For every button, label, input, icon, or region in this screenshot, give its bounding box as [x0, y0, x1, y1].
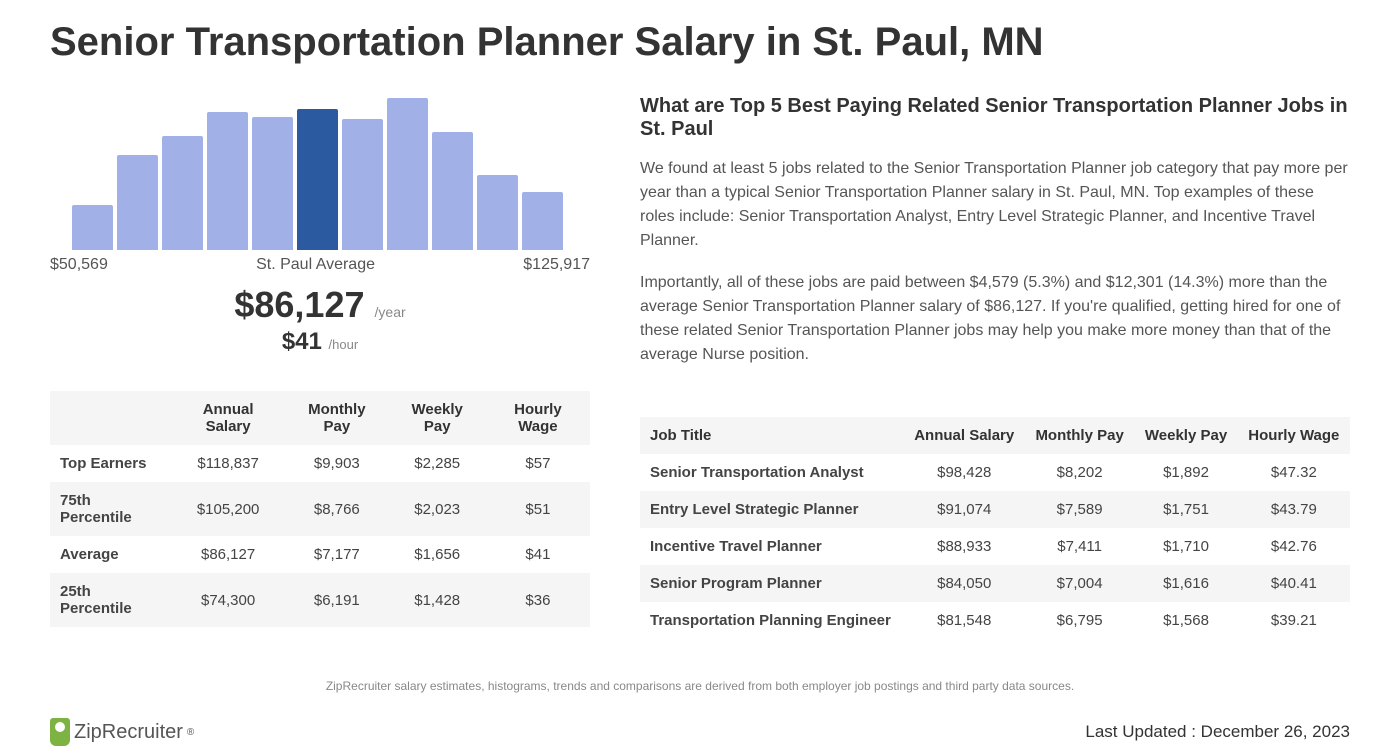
table-cell: $42.76: [1238, 528, 1350, 565]
table-cell: $2,023: [389, 482, 486, 536]
table-cell: $57: [486, 445, 590, 482]
histogram-bar: [477, 175, 518, 250]
table-cell: $6,191: [285, 573, 388, 627]
annual-salary: $86,127 /year: [50, 284, 590, 326]
table-cell: $8,766: [285, 482, 388, 536]
table-row: Transportation Planning Engineer$81,548$…: [640, 602, 1350, 639]
histogram-bar: [162, 136, 203, 250]
paragraph-2: Importantly, all of these jobs are paid …: [640, 271, 1350, 367]
last-updated: Last Updated : December 26, 2023: [1085, 722, 1350, 742]
percentile-table: Annual SalaryMonthly PayWeekly PayHourly…: [50, 391, 590, 627]
table-row: 25th Percentile$74,300$6,191$1,428$36: [50, 573, 590, 627]
table-header: Annual Salary: [904, 417, 1025, 454]
table-cell: Senior Transportation Analyst: [640, 454, 904, 491]
histogram-bar: [297, 109, 338, 250]
table-cell: $1,751: [1134, 491, 1237, 528]
table-header: Weekly Pay: [389, 391, 486, 445]
table-cell: $1,428: [389, 573, 486, 627]
table-cell: Average: [50, 536, 171, 573]
table-row: Entry Level Strategic Planner$91,074$7,5…: [640, 491, 1350, 528]
table-cell: $2,285: [389, 445, 486, 482]
table-cell: $81,548: [904, 602, 1025, 639]
table-cell: Incentive Travel Planner: [640, 528, 904, 565]
table-cell: $7,177: [285, 536, 388, 573]
table-row: Top Earners$118,837$9,903$2,285$57: [50, 445, 590, 482]
table-row: Incentive Travel Planner$88,933$7,411$1,…: [640, 528, 1350, 565]
chart-center-label: St. Paul Average: [108, 256, 523, 274]
hourly-salary: $41 /hour: [50, 328, 590, 356]
table-cell: Senior Program Planner: [640, 565, 904, 602]
table-row: Senior Program Planner$84,050$7,004$1,61…: [640, 565, 1350, 602]
table-cell: $74,300: [171, 573, 285, 627]
chart-max-label: $125,917: [523, 256, 590, 274]
right-column: What are Top 5 Best Paying Related Senio…: [640, 95, 1350, 639]
table-cell: 25th Percentile: [50, 573, 171, 627]
footer-bar: ZipRecruiter® Last Updated : December 26…: [50, 718, 1350, 746]
table-cell: $98,428: [904, 454, 1025, 491]
table-cell: $118,837: [171, 445, 285, 482]
table-cell: $47.32: [1238, 454, 1350, 491]
table-cell: 75th Percentile: [50, 482, 171, 536]
main-content: $50,569 St. Paul Average $125,917 $86,12…: [50, 95, 1350, 639]
table-header: Monthly Pay: [1025, 417, 1134, 454]
related-jobs-heading: What are Top 5 Best Paying Related Senio…: [640, 95, 1350, 141]
histogram-bar: [207, 112, 248, 250]
table-cell: $1,892: [1134, 454, 1237, 491]
table-header: [50, 391, 171, 445]
table-header: Job Title: [640, 417, 904, 454]
table-cell: $41: [486, 536, 590, 573]
table-cell: $7,004: [1025, 565, 1134, 602]
footer-disclaimer: ZipRecruiter salary estimates, histogram…: [50, 679, 1350, 693]
table-cell: $8,202: [1025, 454, 1134, 491]
histogram-bar: [342, 119, 383, 250]
table-cell: $40.41: [1238, 565, 1350, 602]
table-cell: $7,589: [1025, 491, 1134, 528]
table-cell: $9,903: [285, 445, 388, 482]
histogram-bar: [117, 155, 158, 250]
histogram-bar: [387, 98, 428, 250]
histogram-bar: [522, 192, 563, 250]
table-cell: Top Earners: [50, 445, 171, 482]
table-cell: $91,074: [904, 491, 1025, 528]
table-cell: $43.79: [1238, 491, 1350, 528]
table-cell: Entry Level Strategic Planner: [640, 491, 904, 528]
histogram-bar: [432, 132, 473, 250]
table-cell: Transportation Planning Engineer: [640, 602, 904, 639]
table-row: 75th Percentile$105,200$8,766$2,023$51: [50, 482, 590, 536]
related-jobs-table: Job TitleAnnual SalaryMonthly PayWeekly …: [640, 417, 1350, 639]
histogram-bar: [252, 117, 293, 250]
table-row: Average$86,127$7,177$1,656$41: [50, 536, 590, 573]
table-cell: $1,616: [1134, 565, 1237, 602]
table-cell: $88,933: [904, 528, 1025, 565]
table-header: Hourly Wage: [1238, 417, 1350, 454]
table-cell: $1,710: [1134, 528, 1237, 565]
table-cell: $84,050: [904, 565, 1025, 602]
table-row: Senior Transportation Analyst$98,428$8,2…: [640, 454, 1350, 491]
table-header: Annual Salary: [171, 391, 285, 445]
histogram-bar: [72, 205, 113, 250]
table-cell: $6,795: [1025, 602, 1134, 639]
table-header: Weekly Pay: [1134, 417, 1237, 454]
table-cell: $1,568: [1134, 602, 1237, 639]
page-title: Senior Transportation Planner Salary in …: [50, 20, 1350, 65]
table-header: Monthly Pay: [285, 391, 388, 445]
chart-min-label: $50,569: [50, 256, 108, 274]
table-cell: $7,411: [1025, 528, 1134, 565]
left-column: $50,569 St. Paul Average $125,917 $86,12…: [50, 95, 590, 639]
table-cell: $39.21: [1238, 602, 1350, 639]
table-cell: $1,656: [389, 536, 486, 573]
logo-icon: [50, 718, 70, 746]
ziprecruiter-logo: ZipRecruiter®: [50, 718, 194, 746]
table-cell: $86,127: [171, 536, 285, 573]
table-cell: $36: [486, 573, 590, 627]
table-header: Hourly Wage: [486, 391, 590, 445]
table-cell: $105,200: [171, 482, 285, 536]
table-cell: $51: [486, 482, 590, 536]
paragraph-1: We found at least 5 jobs related to the …: [640, 157, 1350, 253]
salary-histogram: $50,569 St. Paul Average $125,917 $86,12…: [50, 95, 590, 356]
